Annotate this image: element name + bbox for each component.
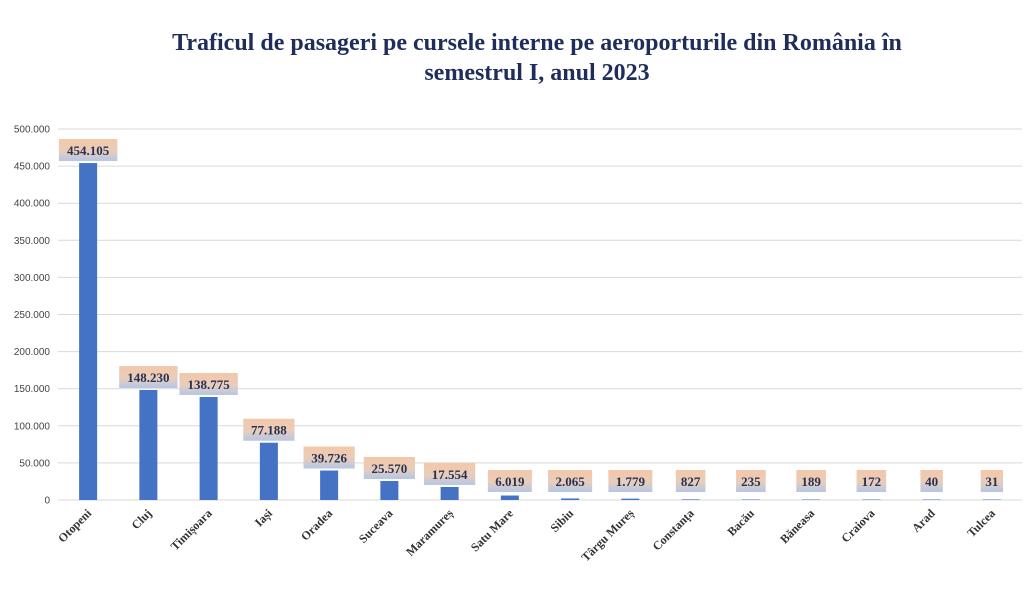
y-tick-label: 150.000 — [14, 384, 51, 395]
y-tick-label: 450.000 — [14, 162, 51, 173]
bar — [922, 499, 941, 500]
data-label: 39.726 — [311, 451, 347, 466]
data-label-background — [920, 470, 943, 492]
y-axis: 0 50.000 100.000 150.000 200.000 250.000 300.0… — [14, 125, 51, 507]
bar — [681, 499, 700, 500]
bar — [862, 499, 881, 500]
data-label: 6.019 — [495, 474, 525, 489]
bar — [320, 470, 339, 500]
data-label: 17.554 — [432, 467, 468, 482]
bar — [802, 499, 821, 500]
x-axis: Otopeni Cluj Timișoara Iași Oradea Suceava Mar… — [55, 506, 998, 565]
data-label-background — [796, 470, 826, 492]
data-label: 1.779 — [616, 474, 646, 489]
data-label: 77.188 — [251, 423, 287, 438]
data-label: 454.105 — [67, 143, 110, 158]
data-label: 138.775 — [188, 377, 231, 392]
x-tick-label: Iași — [252, 506, 276, 530]
x-tick-label: Băneasa — [777, 506, 817, 546]
bars — [79, 163, 1001, 501]
data-label: 189 — [801, 474, 821, 489]
x-tick-label: Târgu Mureș — [578, 506, 637, 565]
data-label-background — [980, 470, 1004, 492]
chart-title: Traficul de pasageri pe cursele interne … — [0, 28, 1024, 88]
bar — [440, 486, 459, 500]
x-tick-label: Constanța — [650, 506, 698, 554]
bar — [139, 390, 158, 500]
y-tick-label: 100.000 — [14, 421, 51, 432]
data-label: 827 — [681, 474, 701, 489]
data-label: 235 — [741, 474, 761, 489]
chart-title-line-1: Traficul de pasageri pe cursele interne … — [172, 30, 902, 56]
data-label-background — [243, 418, 295, 441]
data-label: 31 — [985, 474, 998, 489]
bar — [199, 397, 218, 500]
data-label-background — [58, 139, 118, 162]
data-label: 172 — [862, 474, 882, 489]
y-tick-label: 350.000 — [14, 236, 51, 247]
data-label: 40 — [925, 474, 938, 489]
y-tick-label: 250.000 — [14, 310, 51, 321]
x-tick-label: Bacău — [724, 506, 757, 539]
y-tick-label: 0 — [44, 496, 50, 507]
x-tick-label: Cluj — [129, 506, 155, 532]
bar — [79, 163, 98, 501]
gridlines — [58, 128, 1022, 501]
data-label-background — [736, 470, 766, 492]
data-label: 25.570 — [372, 461, 408, 476]
y-tick-label: 500.000 — [14, 125, 51, 136]
x-tick-label: Tulcea — [964, 506, 998, 540]
y-tick-label: 200.000 — [14, 347, 51, 358]
chart-title-line-2: semestrul I, anul 2023 — [424, 60, 650, 86]
bar — [561, 498, 580, 500]
data-label-background — [608, 470, 653, 492]
x-tick-label: Satu Mare — [468, 506, 517, 555]
x-tick-label: Sibiu — [547, 506, 576, 535]
x-tick-label: Arad — [909, 506, 938, 535]
data-label-background — [424, 462, 476, 485]
bar — [621, 498, 640, 500]
y-tick-label: 50.000 — [19, 458, 50, 469]
x-tick-label: Otopeni — [55, 506, 95, 546]
y-tick-label: 400.000 — [14, 199, 51, 210]
data-label-background — [119, 366, 178, 389]
bar — [741, 499, 760, 500]
data-label-background — [487, 470, 532, 492]
bar — [500, 495, 519, 500]
x-tick-label: Maramureș — [403, 506, 457, 560]
data-label-background — [675, 470, 706, 492]
bar — [380, 481, 399, 500]
data-label-background — [303, 446, 355, 469]
data-label: 2.065 — [556, 474, 586, 489]
x-tick-label: Suceava — [356, 506, 396, 546]
bar — [982, 499, 1001, 500]
data-label-background — [179, 373, 238, 396]
data-label-background — [548, 470, 593, 492]
x-tick-label: Oradea — [298, 506, 335, 543]
y-tick-label: 300.000 — [14, 273, 51, 284]
data-label-background — [856, 470, 887, 492]
x-tick-label: Timișoara — [168, 506, 216, 554]
data-label-background — [363, 457, 415, 480]
x-tick-label: Craiova — [838, 506, 877, 545]
data-labels: 454.105 148.230 138.775 77.188 39.726 25.570 1… — [58, 139, 1004, 492]
data-label: 148.230 — [127, 370, 169, 385]
bar — [259, 442, 278, 500]
